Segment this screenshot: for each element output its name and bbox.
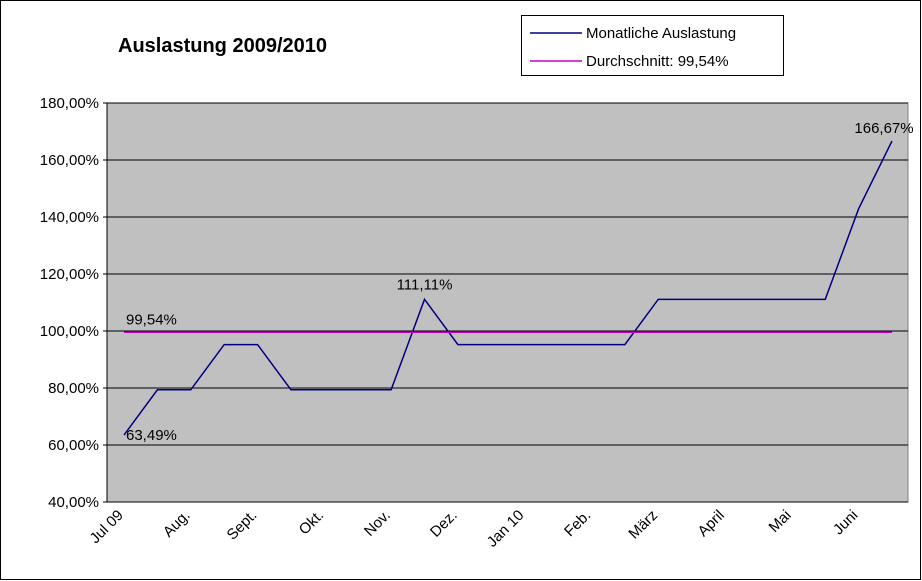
data-label: 63,49% <box>126 427 177 444</box>
legend-label: Monatliche Auslastung <box>586 25 736 42</box>
data-label: 111,11% <box>397 276 453 293</box>
series-line <box>123 140 893 436</box>
chart-title: Auslastung 2009/2010 <box>118 35 327 57</box>
plot-area <box>106 102 909 503</box>
y-tick-label: 180,00% <box>40 95 99 112</box>
y-tick-label: 120,00% <box>40 266 99 283</box>
y-tick-label: 160,00% <box>40 152 99 169</box>
y-tick-label: 80,00% <box>48 380 99 397</box>
y-tick-label: 140,00% <box>40 209 99 226</box>
legend <box>521 15 784 76</box>
data-label: 166,67% <box>854 120 913 137</box>
data-label: 99,54% <box>126 311 177 328</box>
legend-box <box>521 15 784 76</box>
y-tick-label: 100,00% <box>40 323 99 340</box>
legend-label: Durchschnitt: 99,54% <box>586 53 729 70</box>
y-tick-label: 40,00% <box>48 494 99 511</box>
y-tick-label: 60,00% <box>48 437 99 454</box>
